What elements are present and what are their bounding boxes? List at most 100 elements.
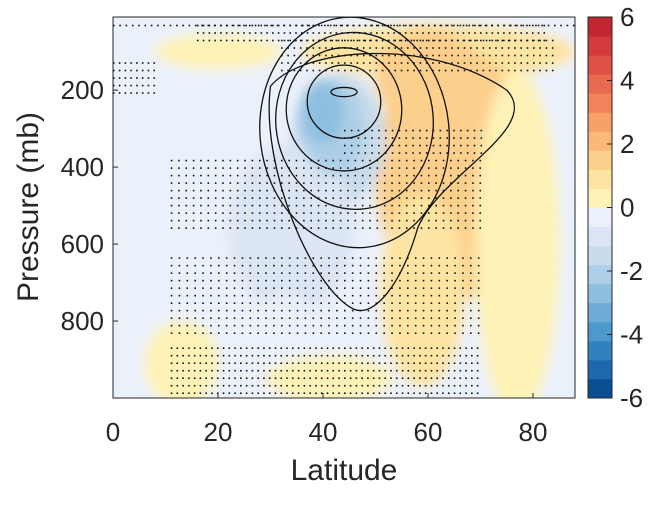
stipple-dot [485,39,488,42]
stipple-dot [526,54,529,57]
stipple-dot [194,264,196,267]
stipple-dot [170,324,173,327]
stipple-dot [401,354,404,357]
stipple-dot [254,24,257,27]
colorbar-segment [588,17,612,37]
stipple-dot [459,384,462,387]
stipple-dot [381,39,384,42]
stipple-dot [320,369,323,372]
stipple-dot [398,129,401,132]
stipple-dot [472,197,474,199]
stipple-dot [446,294,448,297]
stipple-dot [462,24,465,27]
stipple-dot [347,24,349,27]
stipple-dot [375,257,378,259]
stipple-dot [428,197,430,199]
stipple-dot [336,272,338,274]
stipple-dot [295,174,298,177]
stipple-dot [234,362,236,365]
stipple-dot [543,24,546,27]
stipple-dot [254,32,257,34]
stipple-dot [306,32,309,34]
stipple-dot [207,174,210,177]
stipple-dot [251,377,254,380]
stipple-dot [141,62,144,64]
stipple-dot [422,302,425,304]
stipple-dot [354,197,357,199]
stipple-dot [304,309,307,312]
stipple-dot [470,47,472,49]
stipple-dot [344,362,346,365]
stipple-dot [202,272,204,274]
stipple-dot [424,384,427,387]
stipple-dot [404,24,407,27]
stipple-dot [304,257,307,259]
stipple-dot [260,39,263,42]
stipple-dot [325,174,327,177]
stipple-dot [390,362,392,365]
stipple-dot [464,159,467,162]
stipple-dot [288,197,290,199]
stipple-dot [359,294,362,297]
stipple-dot [414,324,417,327]
stipple-dot [251,219,254,222]
stipple-dot [245,392,248,395]
stipple-dot [303,354,306,357]
stipple-dot [405,174,408,177]
stipple-dot [176,369,179,372]
stipple-dot [263,362,265,365]
stipple-dot [297,354,300,357]
stipple-dot [438,62,441,64]
stipple-dot [236,227,239,229]
stipple-dot [384,369,387,372]
stipple-dot [400,54,403,57]
stipple-dot [391,159,393,162]
stipple-dot [288,317,291,319]
stipple-dot [419,392,421,395]
stipple-dot [188,347,190,349]
stipple-dot [178,317,181,319]
stipple-dot [124,62,127,64]
stipple-dot [336,324,338,327]
stipple-dot [388,39,390,42]
stipple-dot [320,294,322,297]
stipple-dot [478,24,480,27]
stipple-dot [266,212,268,214]
stipple-dot [263,384,265,387]
stipple-dot [453,392,456,395]
stipple-dot [414,317,417,319]
stipple-dot [398,219,401,222]
stipple-dot [419,377,421,380]
stipple-dot [545,47,548,49]
stipple-dot [176,362,179,365]
stipple-dot [225,287,228,289]
stipple-dot [207,197,210,199]
x-tick-label: 0 [106,417,120,447]
stipple-dot [473,129,476,132]
stipple-dot [430,279,433,282]
stipple-dot [399,324,401,327]
stipple-dot [349,377,352,380]
stipple-dot [335,32,338,34]
stipple-dot [462,332,464,334]
stipple-dot [182,354,184,357]
stipple-dot [239,24,241,27]
colorbar-segment [588,74,612,94]
stipple-dot [210,272,212,274]
stipple-dot [337,39,340,42]
stipple-dot [447,384,450,387]
stipple-dot [369,69,371,72]
stipple-dot [446,152,448,154]
stipple-dot [263,354,265,357]
stipple-dot [479,174,482,177]
colorbar-segment [588,378,612,399]
stipple-dot [390,24,392,27]
colorbar-segment [588,188,612,208]
stipple-dot [484,24,487,27]
stipple-dot [344,272,346,274]
stipple-dot [477,317,480,319]
stipple-dot [371,129,373,132]
stipple-dot [508,39,511,42]
stipple-dot [391,324,393,327]
stipple-dot [214,227,217,229]
